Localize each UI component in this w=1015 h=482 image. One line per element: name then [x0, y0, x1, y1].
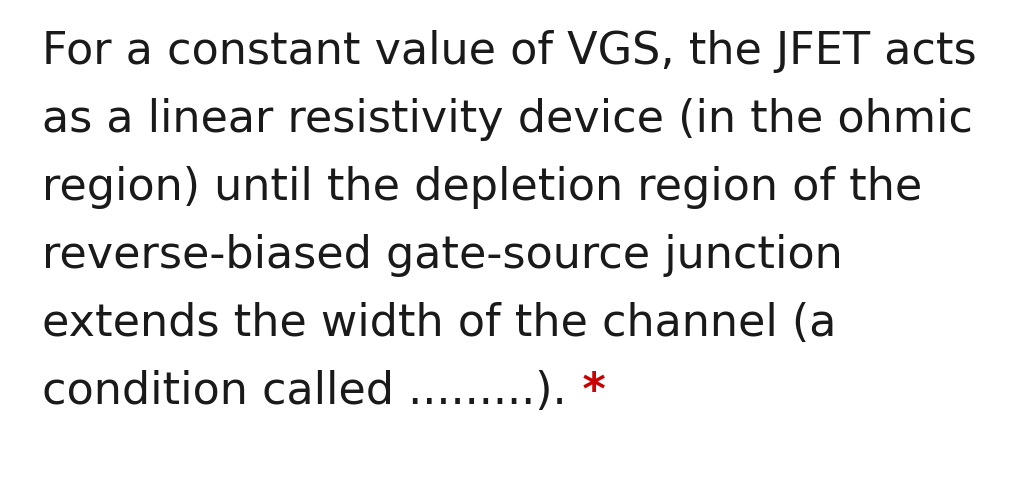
Text: reverse-biased gate-source junction: reverse-biased gate-source junction	[42, 234, 842, 277]
Text: extends the width of the channel (a: extends the width of the channel (a	[42, 302, 836, 345]
Text: For a constant value of VGS, the JFET acts: For a constant value of VGS, the JFET ac…	[42, 30, 976, 73]
Text: condition called .........).: condition called .........).	[42, 370, 566, 413]
Text: *: *	[566, 370, 605, 413]
Text: region) until the depletion region of the: region) until the depletion region of th…	[42, 166, 923, 209]
Text: as a linear resistivity device (in the ohmic: as a linear resistivity device (in the o…	[42, 98, 972, 141]
